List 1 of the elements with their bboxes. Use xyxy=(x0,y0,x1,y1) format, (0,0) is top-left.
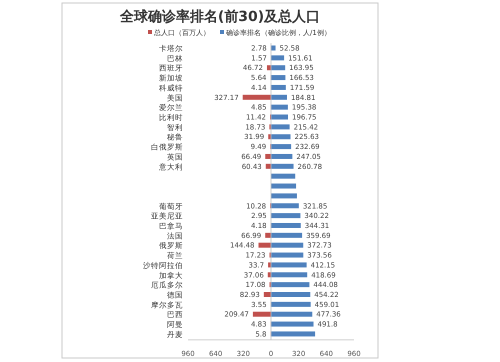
chart-title: 全球确诊率排名(前30)及总人口 xyxy=(118,8,320,25)
